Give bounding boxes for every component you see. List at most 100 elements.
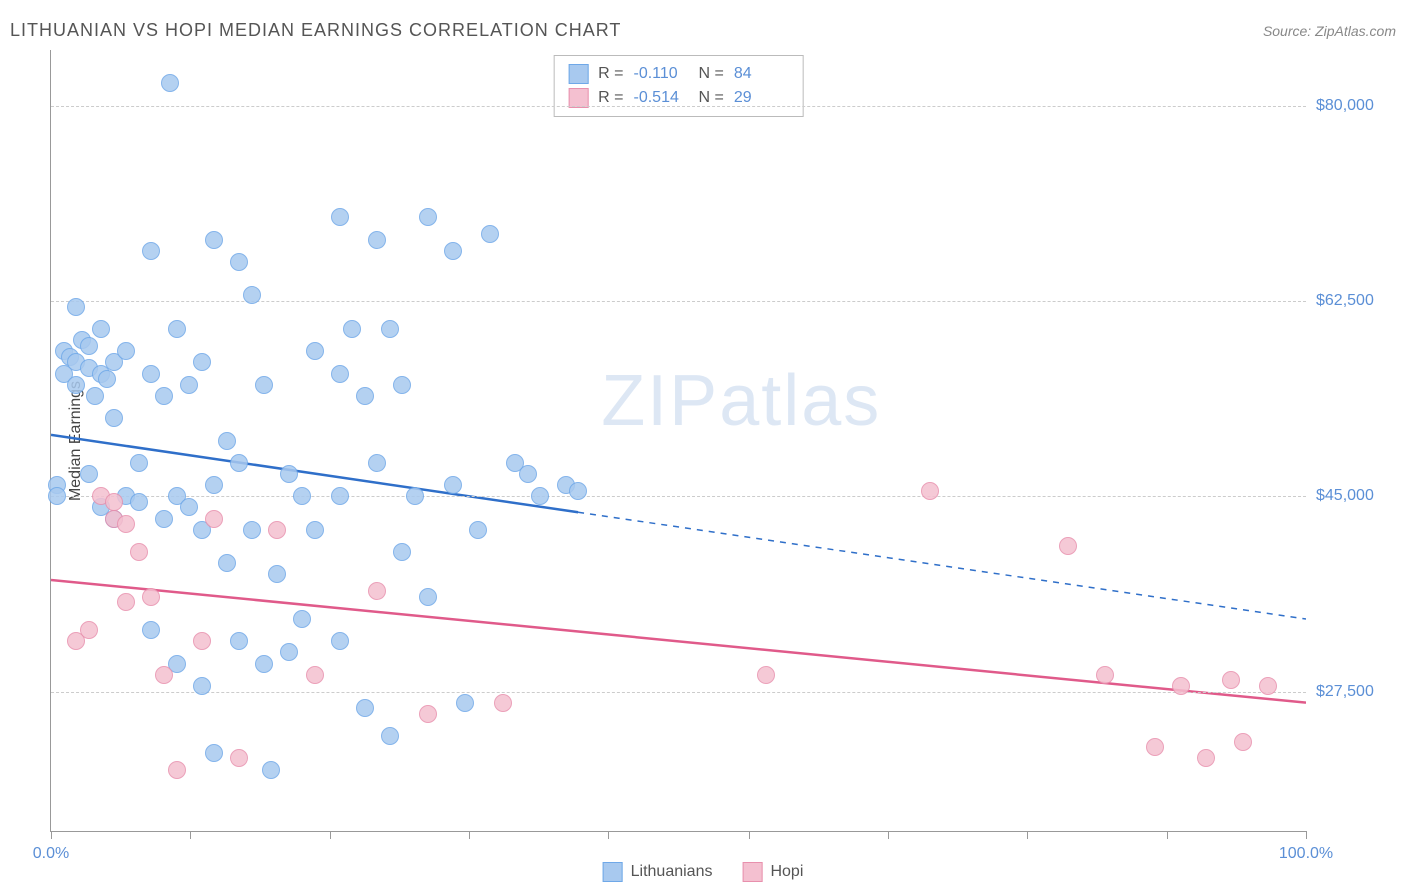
watermark-bold: ZIP [601,361,719,441]
scatter-point [393,543,411,561]
scatter-point [180,376,198,394]
scatter-point [155,387,173,405]
stats-legend-box: R = -0.110 N = 84 R = -0.514 N = 29 [553,55,804,117]
scatter-point [117,515,135,533]
scatter-point [1197,749,1215,767]
scatter-point [142,621,160,639]
scatter-point [293,487,311,505]
scatter-point [255,655,273,673]
scatter-point [105,409,123,427]
scatter-point [444,242,462,260]
scatter-point [230,749,248,767]
y-tick-label: $80,000 [1316,97,1391,115]
r-label: R = [598,65,623,83]
scatter-point [356,699,374,717]
scatter-point [86,387,104,405]
scatter-point [757,666,775,684]
watermark-thin: atlas [719,361,881,441]
scatter-point [293,610,311,628]
x-tick [330,831,331,839]
scatter-point [130,543,148,561]
scatter-point [142,242,160,260]
scatter-point [105,493,123,511]
scatter-point [230,253,248,271]
scatter-point [218,432,236,450]
scatter-point [48,487,66,505]
scatter-point [306,521,324,539]
x-tick [1027,831,1028,839]
scatter-point [92,320,110,338]
scatter-point [306,342,324,360]
scatter-point [155,666,173,684]
legend-swatch [603,862,623,882]
scatter-point [117,593,135,611]
scatter-point [494,694,512,712]
scatter-point [381,727,399,745]
scatter-point [331,632,349,650]
legend-swatch [742,862,762,882]
scatter-point [469,521,487,539]
scatter-point [368,582,386,600]
chart-title: LITHUANIAN VS HOPI MEDIAN EARNINGS CORRE… [10,20,621,41]
scatter-point [80,337,98,355]
scatter-point [343,320,361,338]
scatter-point [180,498,198,516]
scatter-point [142,588,160,606]
r-label: R = [598,89,623,107]
scatter-point [117,342,135,360]
scatter-point [130,454,148,472]
scatter-point [205,476,223,494]
trend-line-dashed [578,512,1306,619]
y-tick-label: $45,000 [1316,487,1391,505]
scatter-point [419,588,437,606]
scatter-point [381,320,399,338]
scatter-point [419,705,437,723]
scatter-point [569,482,587,500]
scatter-point [331,487,349,505]
scatter-point [519,465,537,483]
scatter-point [368,454,386,472]
x-tick-label: 100.0% [1279,845,1333,863]
scatter-point [1172,677,1190,695]
gridline [51,496,1306,497]
n-label: N = [699,89,724,107]
gridline [51,692,1306,693]
x-tick [51,831,52,839]
legend-label: Hopi [770,863,803,881]
scatter-point [67,376,85,394]
y-tick-label: $27,500 [1316,683,1391,701]
scatter-point [280,465,298,483]
n-label: N = [699,65,724,83]
x-tick [1167,831,1168,839]
scatter-point [921,482,939,500]
scatter-point [243,521,261,539]
stats-row: R = -0.110 N = 84 [568,62,789,86]
source-attribution: Source: ZipAtlas.com [1263,23,1396,39]
scatter-point [456,694,474,712]
scatter-point [306,666,324,684]
x-tick [608,831,609,839]
scatter-point [1096,666,1114,684]
scatter-point [1222,671,1240,689]
scatter-point [98,370,116,388]
scatter-point [268,521,286,539]
scatter-point [331,208,349,226]
n-value: 29 [734,89,789,107]
chart-area: Median Earnings ZIPatlas R = -0.110 N = … [50,50,1306,832]
scatter-point [393,376,411,394]
scatter-point [255,376,273,394]
scatter-point [142,365,160,383]
scatter-point [356,387,374,405]
scatter-point [168,320,186,338]
x-tick [190,831,191,839]
scatter-point [155,510,173,528]
scatter-point [193,677,211,695]
scatter-point [419,208,437,226]
scatter-point [193,632,211,650]
scatter-point [230,632,248,650]
scatter-point [168,761,186,779]
scatter-point [161,74,179,92]
scatter-point [1259,677,1277,695]
x-tick [469,831,470,839]
scatter-point [80,465,98,483]
